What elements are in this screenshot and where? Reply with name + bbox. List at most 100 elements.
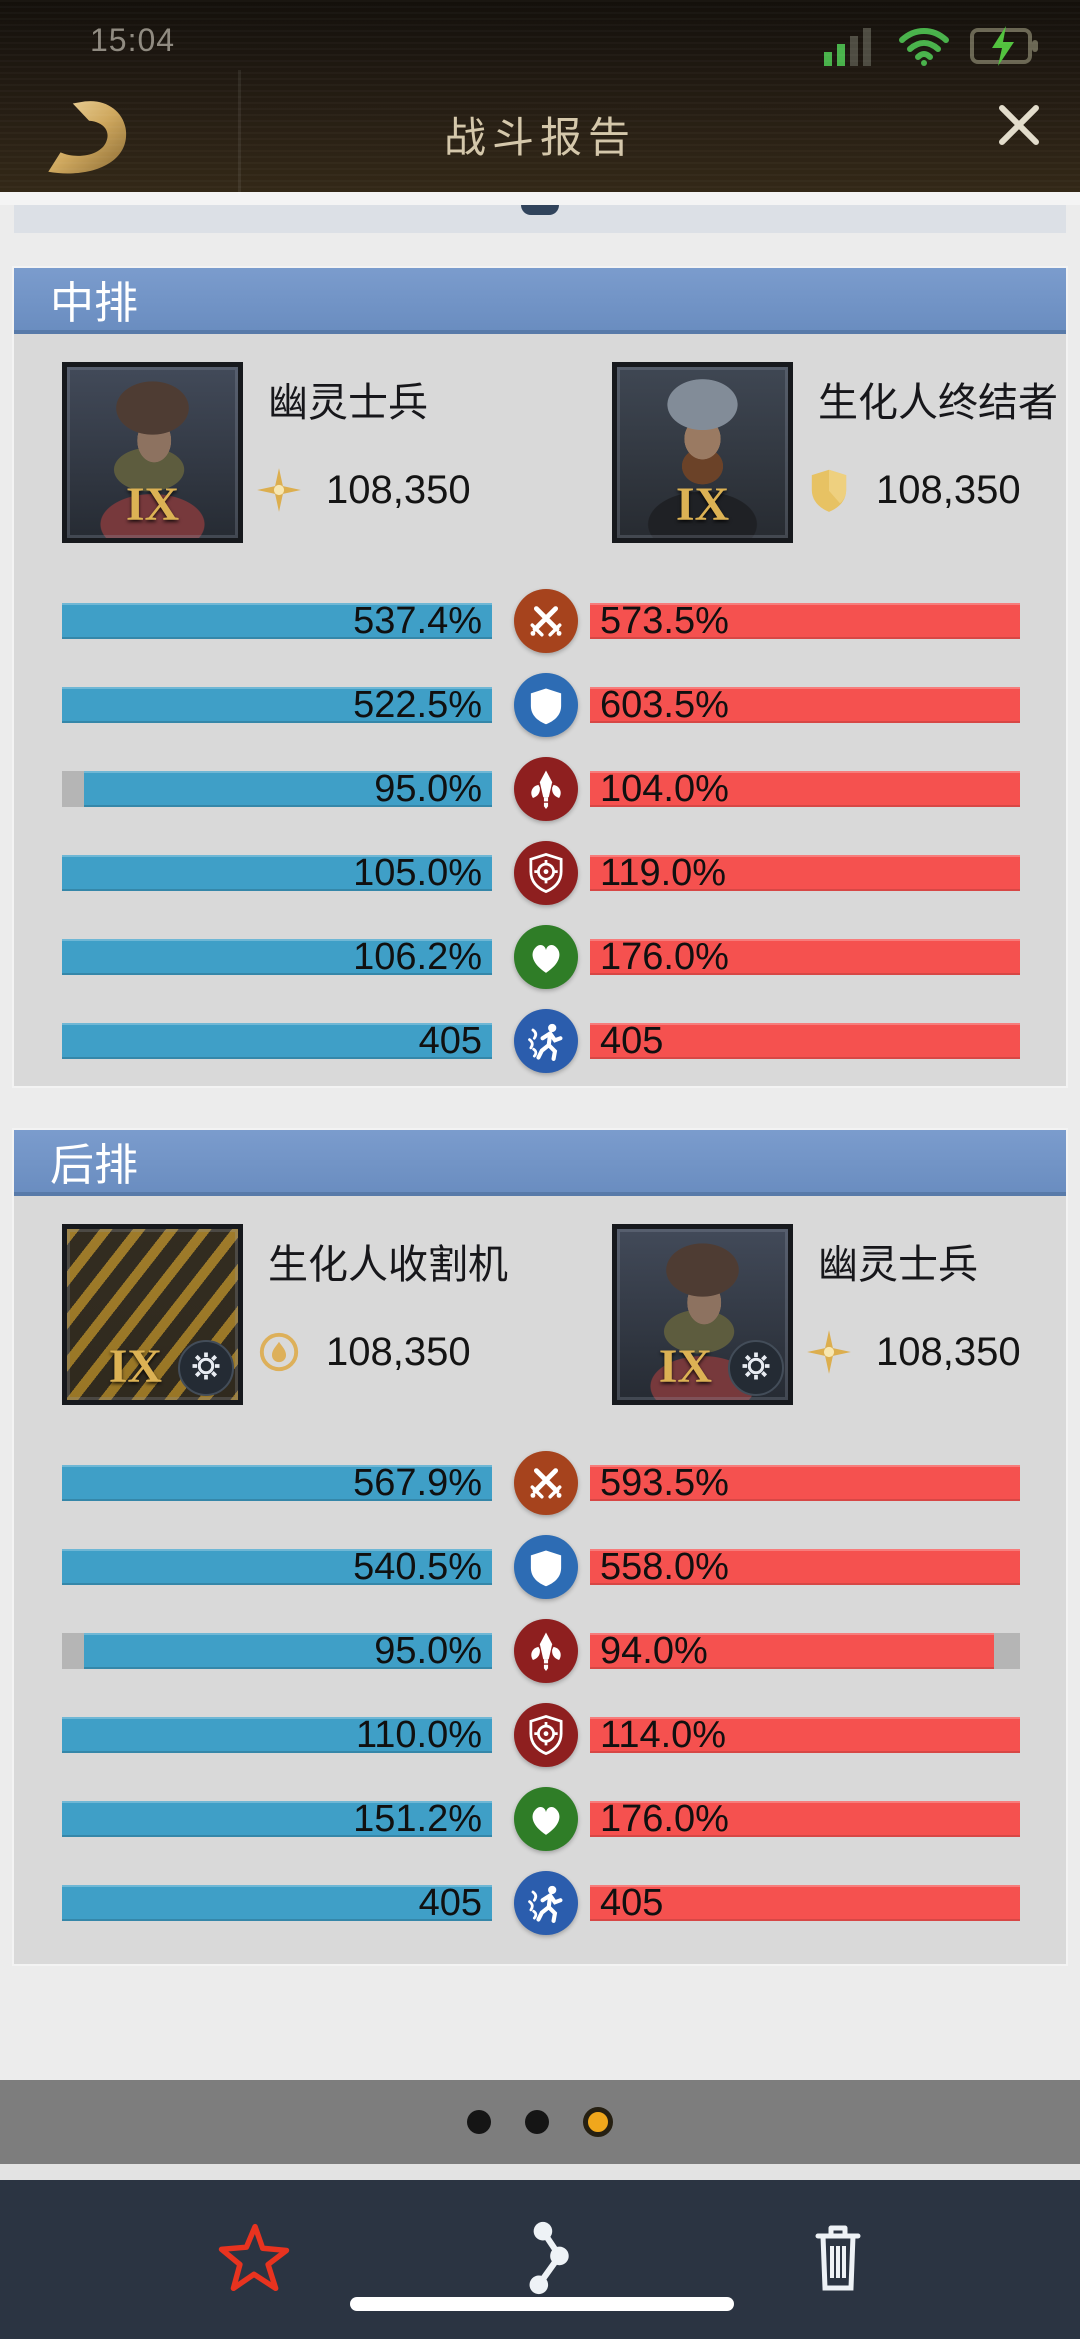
- bottom-toolbar: [0, 2180, 1080, 2339]
- power-value: 108,350: [876, 1329, 1021, 1374]
- skill-icon: [514, 1619, 578, 1683]
- left-stat-value: 405: [418, 1020, 482, 1062]
- wifi-icon: [898, 26, 950, 71]
- defense-icon: [514, 1535, 578, 1599]
- pagination-divider: [0, 2164, 1080, 2180]
- right-stat-fill: [590, 1801, 1020, 1837]
- signal-icon: [824, 26, 878, 71]
- right-stat-fill: [590, 1023, 1020, 1059]
- left-stat-fill: [62, 1885, 492, 1921]
- right-stat-fill: [590, 1465, 1020, 1501]
- pagination: [0, 2080, 1080, 2164]
- right-stat-fill: [590, 771, 1020, 807]
- share-button[interactable]: [485, 2210, 605, 2310]
- right-stat-value: 104.0%: [600, 768, 729, 810]
- page-title: 战斗报告: [443, 114, 636, 161]
- stat-row: 405 405: [14, 1009, 1066, 1073]
- left-stat-value: 540.5%: [353, 1546, 482, 1588]
- page-dot[interactable]: [467, 2110, 491, 2134]
- attack-icon: [514, 1451, 578, 1515]
- left-stat-fill: [62, 1465, 492, 1501]
- left-stat-fill: [62, 939, 492, 975]
- power-compass-icon: [254, 465, 304, 515]
- right-stat-fill: [590, 603, 1020, 639]
- right-stat-fill: [590, 1633, 995, 1669]
- health-icon: [514, 1787, 578, 1851]
- star-icon: [215, 2219, 293, 2302]
- unit-portrait: IX: [612, 1224, 793, 1405]
- left-stat-value: 110.0%: [355, 1714, 482, 1756]
- right-stat-value: 573.5%: [600, 600, 729, 642]
- stat-row: 105.0% 119.0%: [14, 841, 1066, 905]
- unit-portrait: IX: [62, 362, 243, 543]
- right-stat-fill: [590, 939, 1020, 975]
- status-icons: [824, 26, 1040, 71]
- stat-row: 567.9% 593.5%: [14, 1451, 1066, 1515]
- stat-row: 106.2% 176.0%: [14, 925, 1066, 989]
- right-stat-bar: 405: [590, 1882, 1020, 1924]
- power-gold-shield-icon: [804, 465, 854, 515]
- stat-row: 540.5% 558.0%: [14, 1535, 1066, 1599]
- right-stat-bar: 573.5%: [590, 600, 1020, 642]
- header-seam: [238, 70, 241, 192]
- right-stat-bar: 558.0%: [590, 1546, 1020, 1588]
- left-stat-bar: 537.4%: [62, 600, 492, 642]
- right-stat-value: 114.0%: [600, 1714, 727, 1756]
- page-dot[interactable]: [525, 2110, 549, 2134]
- app-header: 15:04: [0, 0, 1080, 192]
- left-stat-bar: 95.0%: [62, 1630, 492, 1672]
- app-logo-icon[interactable]: [34, 80, 136, 186]
- section-header: 后排: [14, 1130, 1066, 1196]
- right-stat-value: 405: [600, 1882, 664, 1924]
- right-stat-value: 405: [600, 1020, 664, 1062]
- delete-button[interactable]: [778, 2210, 898, 2310]
- left-stat-bar: 151.2%: [62, 1800, 492, 1838]
- unit-power-row: 108,350: [804, 462, 1021, 518]
- left-stat-bar: 95.0%: [62, 768, 492, 810]
- right-stat-fill: [590, 1885, 1020, 1921]
- right-stat-bar: 119.0%: [590, 852, 1020, 894]
- unit-card: IX 幽灵士兵 108,350: [540, 1196, 1066, 1446]
- right-stat-bar: 603.5%: [590, 686, 1020, 724]
- speed-icon: [514, 1009, 578, 1073]
- left-stat-fill: [62, 1023, 492, 1059]
- accuracy-icon: [514, 841, 578, 905]
- close-button[interactable]: [984, 92, 1054, 162]
- section-body: IX 幽灵士兵 108,350 IX: [14, 334, 1066, 1086]
- favorite-button[interactable]: [194, 2210, 314, 2310]
- right-stat-value: 176.0%: [600, 1798, 729, 1840]
- left-stat-value: 537.4%: [353, 600, 482, 642]
- unit-level: IX: [658, 1340, 713, 1393]
- right-stat-fill: [590, 1717, 1020, 1753]
- right-stat-bar: 104.0%: [590, 768, 1020, 810]
- share-icon: [512, 2220, 578, 2301]
- left-stat-value: 105.0%: [353, 852, 482, 894]
- unit-level: IX: [675, 478, 730, 531]
- right-stat-value: 558.0%: [600, 1546, 729, 1588]
- right-stat-bar: 176.0%: [590, 1798, 1020, 1840]
- left-stat-fill: [62, 855, 492, 891]
- right-stat-value: 593.5%: [600, 1462, 729, 1504]
- section-card: 中排 IX 幽灵士兵 108,350 IX: [14, 268, 1066, 1086]
- left-stat-fill: [62, 687, 492, 723]
- unit-level: IX: [125, 478, 180, 531]
- left-stat-bar: 522.5%: [62, 686, 492, 724]
- home-indicator[interactable]: [350, 2297, 734, 2311]
- right-stat-fill: [590, 687, 1020, 723]
- gear-badge: [728, 1340, 784, 1396]
- left-stat-value: 95.0%: [374, 768, 482, 810]
- stat-row: 110.0% 114.0%: [14, 1703, 1066, 1767]
- unit-name: 幽灵士兵: [818, 1243, 978, 1287]
- section-title: 中排: [50, 279, 138, 328]
- previous-section-icon-remnant: [521, 205, 559, 215]
- stat-row: 95.0% 104.0%: [14, 757, 1066, 821]
- page-dot-active[interactable]: [583, 2107, 613, 2137]
- right-stat-value: 119.0%: [600, 852, 727, 894]
- unit-card: IX 幽灵士兵 108,350: [14, 334, 540, 584]
- right-stat-bar: 94.0%: [590, 1632, 1020, 1670]
- left-stat-value: 95.0%: [374, 1630, 482, 1672]
- left-stat-value: 405: [418, 1882, 482, 1924]
- unit-name: 生化人收割机: [268, 1243, 508, 1287]
- left-stat-fill: [62, 1801, 492, 1837]
- left-stat-bar: 540.5%: [62, 1546, 492, 1588]
